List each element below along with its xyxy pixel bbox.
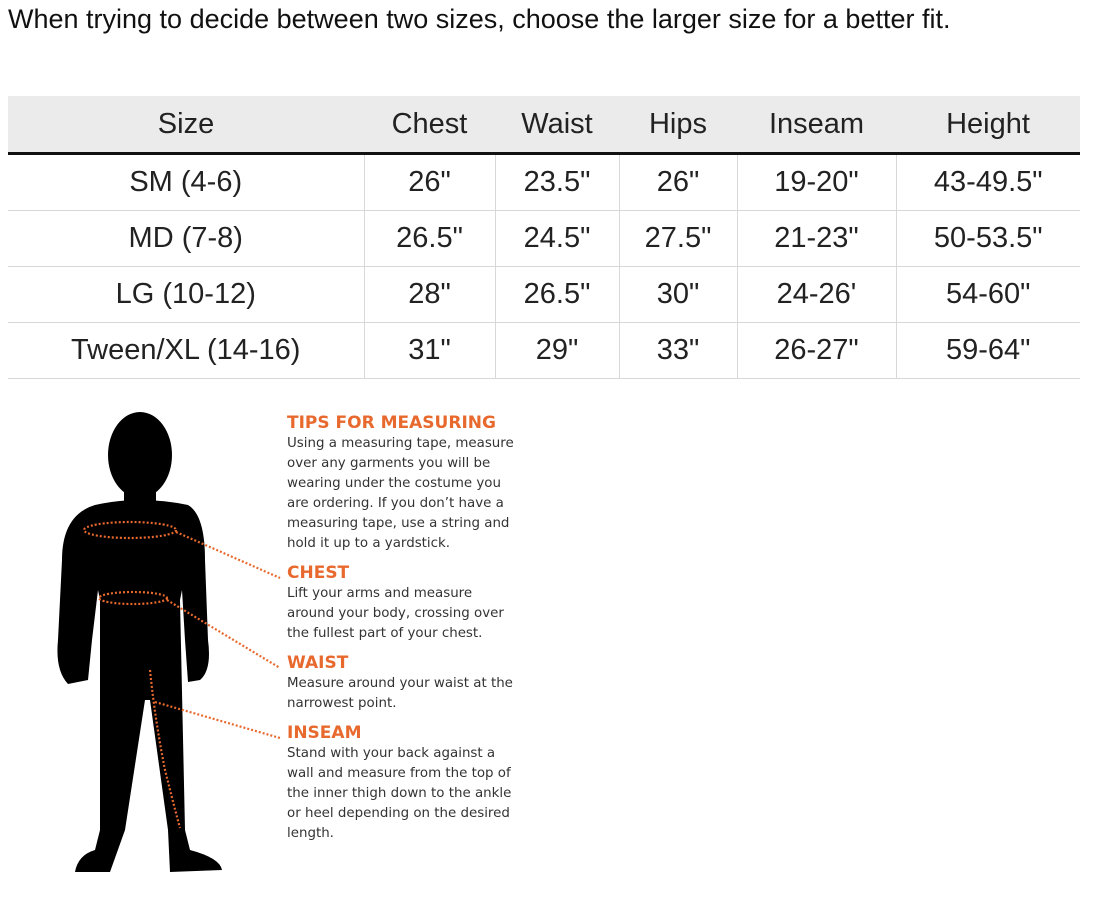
table-cell: 26": [364, 153, 496, 211]
table-row: Tween/XL (14-16) 31" 29" 33" 26-27" 59-64": [8, 322, 1080, 379]
tip-text: Stand with your back against a wall and …: [287, 746, 512, 841]
column-header: Height: [896, 96, 1080, 155]
table-cell: 54-60": [896, 266, 1080, 323]
column-header: Chest: [364, 96, 495, 155]
column-header: Hips: [619, 96, 737, 155]
table-cell: 30": [619, 266, 738, 323]
table-cell: 21-23": [737, 210, 897, 267]
column-header: Waist: [495, 96, 619, 155]
column-header: Size: [8, 96, 364, 155]
table-row: LG (10-12) 28" 26.5" 30" 24-26' 54-60": [8, 266, 1080, 323]
table-cell: 26.5": [364, 210, 496, 267]
table-cell: LG (10-12): [8, 266, 365, 323]
tips-text: Using a measuring tape, measure over any…: [287, 436, 514, 551]
size-table: Size Chest Waist Hips Inseam Height SM (4-6) 2…: [8, 96, 1080, 379]
table-body: SM (4-6) 26" 23.5" 26" 19-20" 43-49.5" MD (7-8…: [8, 153, 1080, 379]
table-cell: MD (7-8): [8, 210, 365, 267]
tip-heading: INSEAM: [287, 723, 362, 743]
tip-text: Lift your arms and measure around your b…: [287, 586, 504, 641]
table-cell: 43-49.5": [896, 153, 1080, 211]
intro-text: When trying to decide between two sizes,…: [8, 4, 951, 34]
table-cell: 24.5": [495, 210, 620, 267]
tips-title: TIPS FOR MEASURING: [287, 413, 496, 433]
table-row: MD (7-8) 26.5" 24.5" 27.5" 21-23" 50-53.5": [8, 210, 1080, 267]
table-cell: SM (4-6): [8, 153, 365, 211]
table-cell: 19-20": [737, 153, 897, 211]
header-row: Size Chest Waist Hips Inseam Height: [8, 96, 1080, 155]
table-cell: 26.5": [495, 266, 620, 323]
tip-heading: WAIST: [287, 653, 349, 673]
tip-text: Measure around your waist at the narrowe…: [287, 676, 513, 711]
table-cell: Tween/XL (14-16): [8, 322, 365, 379]
table-cell: 23.5": [495, 153, 620, 211]
table-cell: 50-53.5": [896, 210, 1080, 267]
table-cell: 28": [364, 266, 496, 323]
table-cell: 24-26': [737, 266, 897, 323]
table-row: SM (4-6) 26" 23.5" 26" 19-20" 43-49.5": [8, 153, 1080, 211]
silhouette: [57, 412, 281, 872]
table-cell: 26-27": [737, 322, 897, 379]
column-header: Inseam: [737, 96, 896, 155]
tip-heading: CHEST: [287, 563, 350, 583]
table-cell: 27.5": [619, 210, 738, 267]
table-cell: 26": [619, 153, 738, 211]
table-cell: 59-64": [896, 322, 1080, 379]
table-cell: 33": [619, 322, 738, 379]
tips: TIPS FOR MEASURING Using a measuring tap…: [287, 412, 523, 844]
table-cell: 29": [495, 322, 620, 379]
table-cell: 31": [364, 322, 496, 379]
